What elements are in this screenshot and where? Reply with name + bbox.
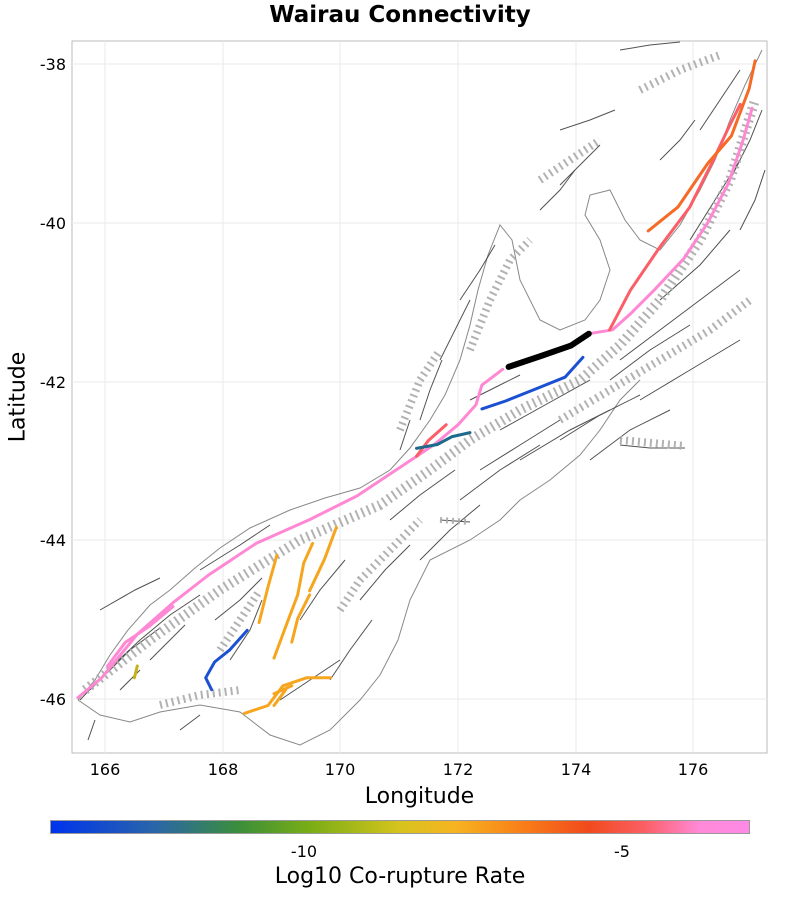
corupture-fault-trace bbox=[272, 541, 315, 660]
x-tick-label: 172 bbox=[443, 760, 474, 779]
corupture-fault-trace bbox=[132, 664, 139, 680]
y-tick-label: -42 bbox=[40, 373, 66, 392]
corupture-fault-trace bbox=[290, 593, 312, 644]
x-tick-label: 170 bbox=[325, 760, 356, 779]
corupture-fault-trace bbox=[204, 628, 249, 692]
y-axis-label: Latitude bbox=[5, 351, 31, 443]
corupture-fault-layer bbox=[76, 59, 757, 715]
corupture-fault-trace bbox=[272, 684, 294, 696]
corupture-fault-trace bbox=[106, 605, 175, 668]
corupture-fault-trace bbox=[415, 423, 448, 458]
plot-area-background bbox=[71, 40, 768, 754]
corupture-fault-trace bbox=[608, 102, 742, 332]
y-tick-label: -46 bbox=[40, 690, 66, 709]
gridlines bbox=[72, 41, 767, 753]
corupture-fault-trace bbox=[257, 553, 279, 624]
y-tick-label: -40 bbox=[40, 214, 66, 233]
colorbar-label: Log10 Co-rupture Rate bbox=[274, 864, 526, 889]
x-tick-label: 174 bbox=[561, 760, 592, 779]
x-tick-label: 168 bbox=[208, 760, 239, 779]
x-tick-label: 166 bbox=[90, 760, 121, 779]
x-axis-label: Longitude bbox=[364, 784, 475, 809]
colorbar-tick-label: -10 bbox=[290, 842, 318, 861]
background-fault-traces bbox=[79, 41, 766, 741]
corupture-fault-trace bbox=[480, 355, 585, 411]
corupture-fault-trace bbox=[242, 676, 332, 715]
y-tick-label: -44 bbox=[40, 531, 66, 550]
x-tick-label: 176 bbox=[678, 760, 709, 779]
corupture-fault-trace bbox=[646, 59, 757, 233]
chart-title: Wairau Connectivity bbox=[269, 2, 531, 28]
corupture-fault-trace bbox=[415, 431, 472, 450]
colorbar bbox=[50, 820, 750, 834]
corupture-fault-trace bbox=[272, 688, 288, 707]
wairau-fault-trace bbox=[505, 330, 592, 370]
corupture-fault-trace bbox=[308, 526, 338, 593]
corupture-fault-trace bbox=[587, 106, 754, 336]
colorbar-tick-label: -5 bbox=[614, 842, 630, 861]
coastline bbox=[77, 49, 763, 746]
fault-surface-hatching bbox=[81, 51, 760, 709]
y-tick-label: -38 bbox=[40, 55, 66, 74]
